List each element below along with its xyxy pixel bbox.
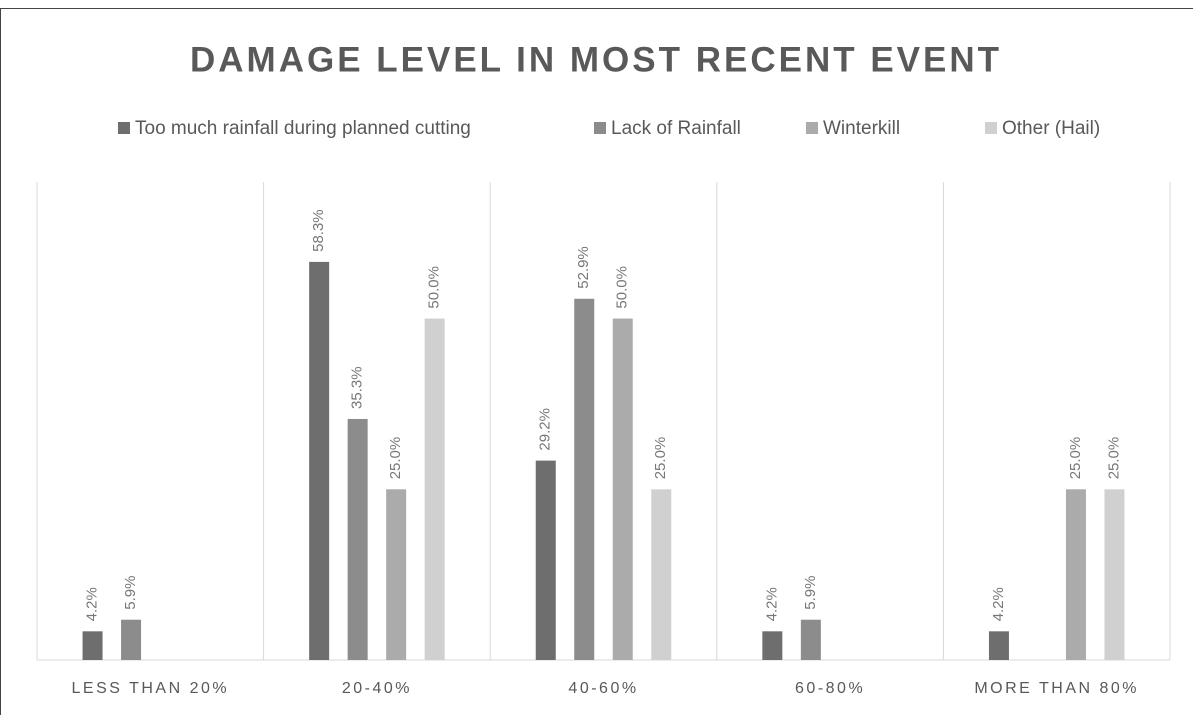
bar xyxy=(612,318,633,660)
data-label: 29.2% xyxy=(537,408,554,451)
data-label: 25.0% xyxy=(387,437,404,480)
data-label: 50.0% xyxy=(426,266,443,309)
data-label: 4.2% xyxy=(763,587,780,621)
bar xyxy=(82,631,103,660)
legend-label: Other (Hail) xyxy=(1002,118,1100,139)
x-tick-label: 60-80% xyxy=(795,680,865,697)
data-label: 25.0% xyxy=(1067,437,1084,480)
x-tick-label: 40-60% xyxy=(568,680,638,697)
legend-label: Too much rainfall during planned cutting xyxy=(135,118,471,139)
data-label: 5.9% xyxy=(802,576,819,610)
legend-swatch xyxy=(118,122,130,134)
bar xyxy=(988,631,1009,660)
bar xyxy=(651,489,672,660)
legend-label: Winterkill xyxy=(823,118,900,139)
data-label: 58.3% xyxy=(310,209,327,252)
data-label: 4.2% xyxy=(84,587,101,621)
bar xyxy=(800,619,821,660)
x-tick-label: MORE THAN 80% xyxy=(974,680,1139,697)
data-label: 4.2% xyxy=(990,587,1007,621)
data-label: 25.0% xyxy=(1105,437,1122,480)
bar xyxy=(1065,489,1086,660)
bar xyxy=(121,619,142,660)
data-label: 25.0% xyxy=(652,437,669,480)
legend-swatch xyxy=(985,122,997,134)
legend-swatch xyxy=(594,122,606,134)
bar xyxy=(309,261,330,660)
legend-swatch xyxy=(806,122,818,134)
data-label: 50.0% xyxy=(614,266,631,309)
data-label: 35.3% xyxy=(349,366,366,409)
chart-frame xyxy=(0,8,1193,715)
data-label: 52.9% xyxy=(575,246,592,289)
bar xyxy=(574,298,595,660)
bar xyxy=(347,418,368,660)
bar xyxy=(1104,489,1125,660)
bar xyxy=(386,489,407,660)
x-tick-label: 20-40% xyxy=(342,680,412,697)
bar xyxy=(762,631,783,660)
legend-label: Lack of Rainfall xyxy=(611,118,741,139)
data-label: 5.9% xyxy=(122,576,139,610)
bar xyxy=(424,318,445,660)
x-tick-label: LESS THAN 20% xyxy=(72,680,230,697)
chart-title: DAMAGE LEVEL IN MOST RECENT EVENT xyxy=(190,40,1002,79)
bar xyxy=(535,460,556,660)
